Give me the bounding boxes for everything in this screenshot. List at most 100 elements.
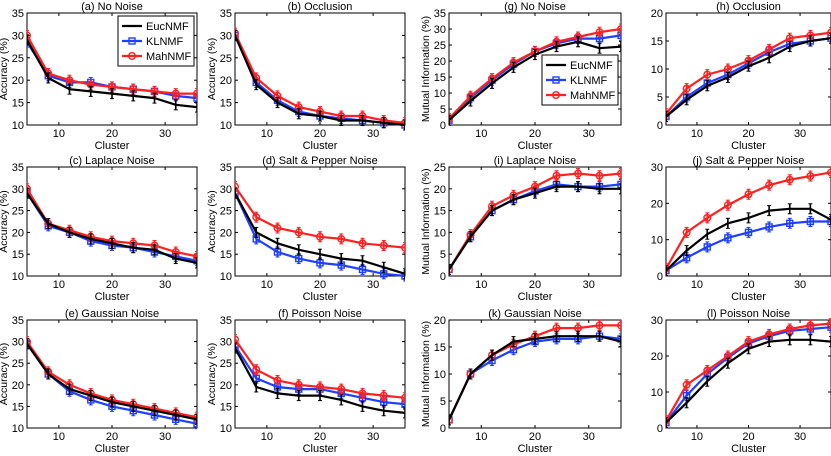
data-point-mahnmf	[617, 321, 621, 330]
series-eucnmf	[235, 187, 405, 280]
y-tick-label: 35	[434, 8, 446, 20]
y-tick-label: 30	[651, 315, 663, 327]
data-point-eucnmf	[512, 340, 515, 343]
data-point-klnmf	[235, 342, 239, 350]
data-point-eucnmf	[512, 66, 515, 69]
y-tick-label: 15	[651, 36, 663, 48]
data-point-eucnmf	[533, 191, 537, 195]
x-tick-label: 10	[261, 128, 273, 140]
y-tick-label: 20	[434, 315, 446, 327]
panel-i-laplace-noise: (i) Laplace Noise 0 5 10 15 20 25 10 20 30 Cluster…	[420, 155, 622, 303]
y-tick-label: 10	[651, 387, 663, 399]
y-tick-label: 25	[12, 206, 24, 218]
y-tick-label: 10	[12, 120, 24, 132]
series-eucnmf	[449, 330, 621, 426]
series-group	[235, 181, 405, 282]
data-point-eucnmf	[255, 385, 258, 389]
series-eucnmf	[449, 181, 621, 275]
panel-title: (a) No Noise	[81, 1, 143, 13]
y-tick-label: 15	[434, 206, 446, 218]
panel-j-salt-pepper-noise: (j) Salt & Pepper Noise 0 10 20 30 10 20 30 Clus…	[651, 155, 831, 303]
data-point-mahnmf	[337, 385, 346, 394]
y-tick-label: 20	[12, 75, 24, 87]
x-tick-label: 20	[742, 128, 754, 140]
data-point-klnmf	[744, 228, 753, 237]
data-point-eucnmf	[533, 53, 537, 56]
y-tick-label: 10	[651, 64, 663, 76]
y-tick-label: 25	[434, 40, 446, 52]
series-group	[449, 23, 621, 126]
x-tick-label: 10	[691, 431, 703, 443]
data-point-mahnmf	[171, 89, 180, 98]
data-point-eucnmf	[68, 387, 71, 391]
data-point-eucnmf	[666, 421, 668, 424]
y-axis-label: Accuracy (%)	[206, 190, 218, 252]
data-point-eucnmf	[318, 114, 322, 118]
data-point-klnmf	[666, 112, 670, 121]
x-tick-label: 10	[53, 279, 65, 291]
series-eucnmf	[235, 342, 405, 419]
data-point-eucnmf	[47, 76, 50, 80]
data-point-mahnmf	[682, 84, 691, 93]
y-tick-label: 30	[651, 162, 663, 174]
data-point-mahnmf	[337, 234, 346, 243]
y-tick-label: 25	[220, 206, 232, 218]
y-axis-label: Accuracy (%)	[206, 38, 218, 100]
x-tick-label: 20	[106, 279, 118, 291]
x-axis-label: Cluster	[518, 443, 553, 455]
x-tick-label: 10	[53, 431, 65, 443]
data-point-eucnmf	[490, 82, 494, 85]
x-tick-label: 30	[367, 279, 379, 291]
data-point-klnmf	[786, 219, 794, 228]
y-tick-label: 10	[220, 120, 232, 132]
data-point-eucnmf	[174, 103, 177, 107]
data-point-klnmf	[827, 217, 831, 226]
data-point-mahnmf	[703, 366, 712, 375]
data-point-eucnmf	[533, 337, 537, 341]
series-eucnmf	[666, 334, 831, 429]
data-point-eucnmf	[555, 185, 558, 188]
series-eucnmf	[235, 29, 405, 131]
series-group	[666, 318, 831, 429]
data-point-eucnmf	[576, 185, 580, 188]
data-point-eucnmf	[89, 394, 92, 397]
data-point-eucnmf	[382, 121, 385, 124]
data-point-eucnmf	[512, 198, 515, 201]
x-axis-label: Cluster	[518, 291, 553, 303]
data-point-eucnmf	[235, 191, 237, 195]
panel-a-no-noise: (a) No Noise 10 15 20 25 30 35 10 20 30 Cluster Acc…	[0, 1, 198, 152]
y-tick-label: 20	[651, 351, 663, 363]
panel-title: (b) Occlusion	[288, 1, 353, 13]
data-point-mahnmf	[401, 118, 405, 127]
data-point-mahnmf	[401, 393, 405, 402]
data-point-eucnmf	[255, 83, 258, 86]
data-point-eucnmf	[788, 338, 791, 341]
data-point-mahnmf	[294, 228, 303, 237]
data-point-mahnmf	[827, 28, 831, 37]
y-axis-label: Mutual Information (%)	[420, 321, 432, 427]
x-tick-label: 30	[159, 431, 171, 443]
y-tick-label: 25	[12, 53, 24, 65]
legend-label-eucnmf: EucNMF	[570, 60, 613, 72]
data-point-klnmf	[193, 257, 197, 265]
data-point-eucnmf	[726, 76, 730, 79]
data-point-eucnmf	[403, 411, 405, 415]
series-group	[666, 27, 831, 123]
data-point-eucnmf	[619, 45, 621, 48]
x-tick-label: 20	[314, 279, 326, 291]
y-tick-label: 10	[12, 423, 24, 435]
data-point-mahnmf	[252, 365, 261, 374]
y-tick-label: 15	[12, 249, 24, 261]
x-tick-label: 20	[742, 431, 754, 443]
series-eucnmf	[27, 338, 197, 425]
series-mahnmf	[666, 166, 831, 275]
data-point-klnmf	[724, 234, 732, 242]
data-point-eucnmf	[619, 340, 621, 343]
data-point-eucnmf	[619, 187, 621, 190]
x-tick-label: 20	[106, 128, 118, 140]
data-point-mahnmf	[682, 228, 691, 237]
data-point-eucnmf	[195, 261, 197, 265]
x-tick-label: 20	[314, 431, 326, 443]
x-tick-label: 20	[529, 431, 541, 443]
data-point-eucnmf	[666, 269, 668, 272]
